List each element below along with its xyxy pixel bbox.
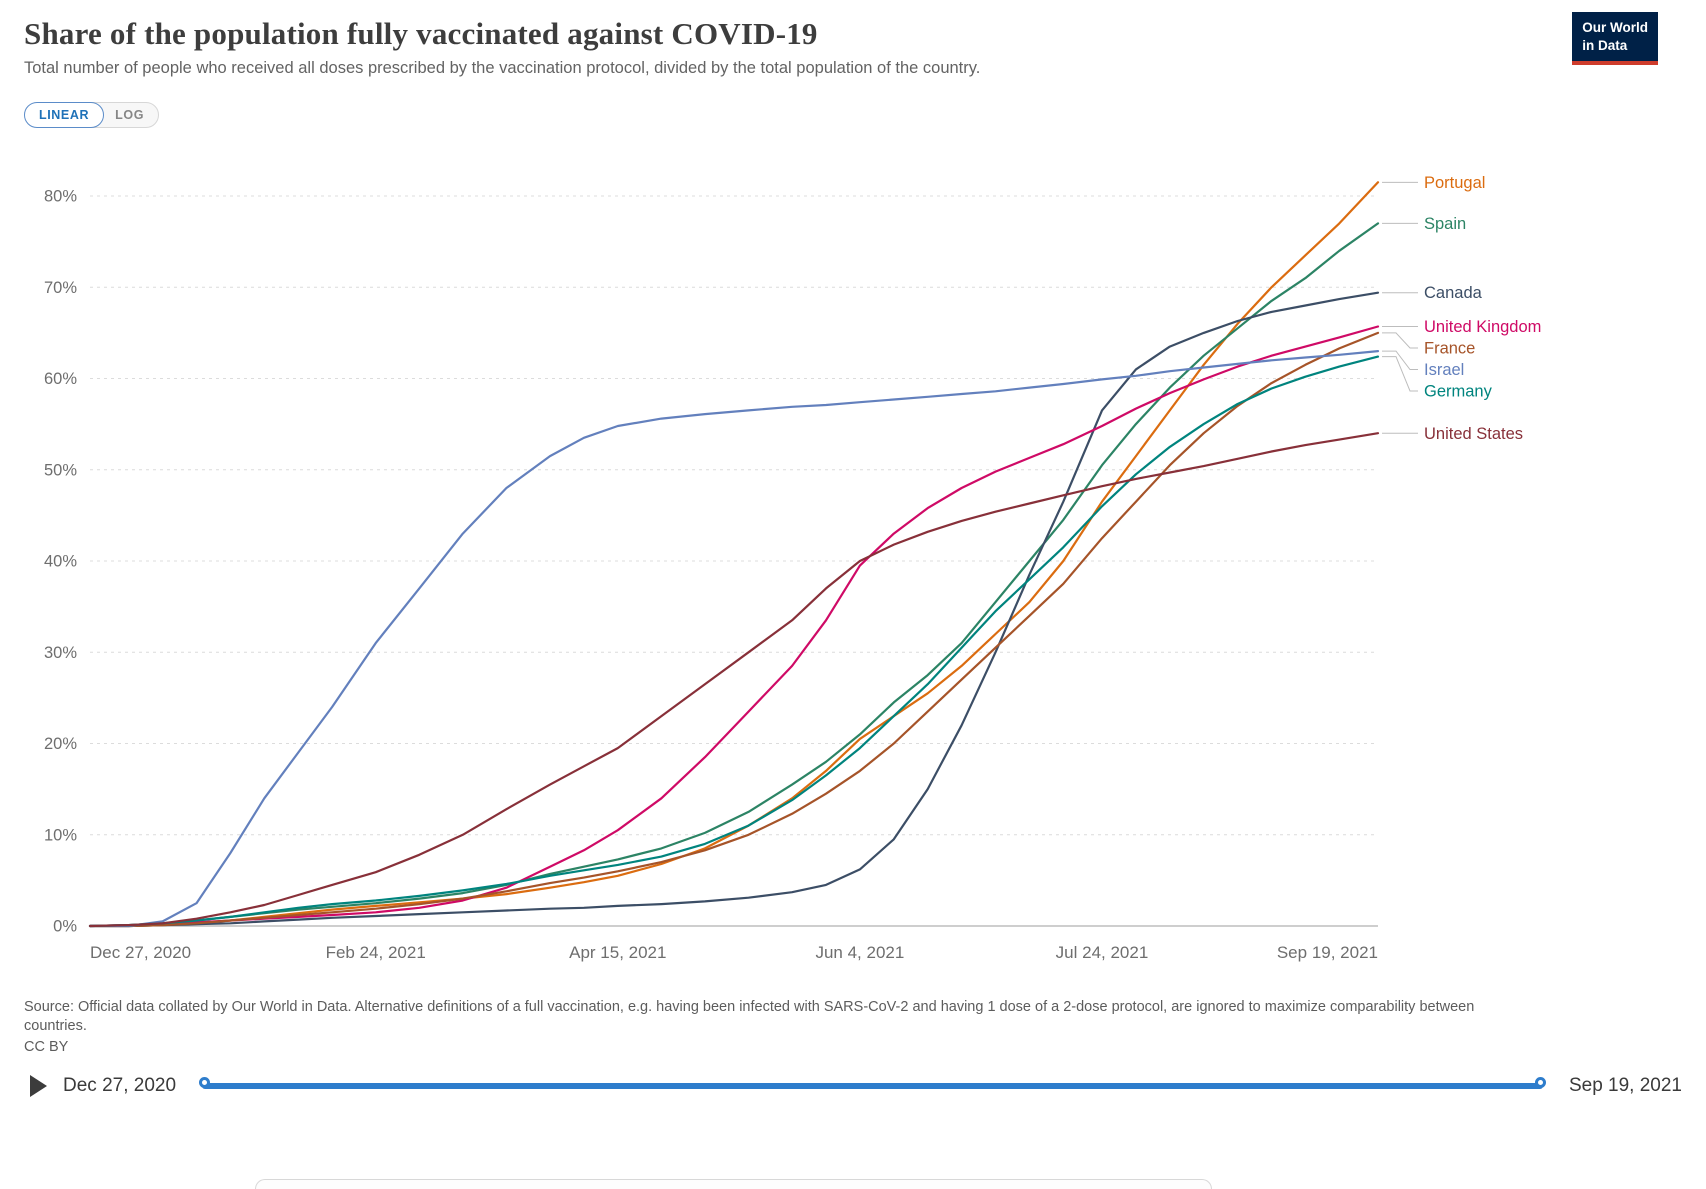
series-label-united-kingdom[interactable]: United Kingdom xyxy=(1424,318,1541,336)
y-axis-label: 70% xyxy=(44,279,77,297)
license-note: CC BY xyxy=(24,1039,69,1056)
label-connector xyxy=(1382,356,1418,392)
x-axis-label: Feb 24, 2021 xyxy=(326,943,426,962)
series-line-united-states[interactable] xyxy=(88,432,1380,928)
series-line-israel[interactable] xyxy=(88,350,1380,928)
series-line-spain[interactable] xyxy=(88,222,1380,928)
y-axis-label: 60% xyxy=(44,370,77,388)
play-button[interactable] xyxy=(30,1075,47,1098)
y-axis-label: 50% xyxy=(44,461,77,479)
linear-tab[interactable]: LINEAR xyxy=(24,102,105,128)
owid-logo[interactable]: Our World in Data xyxy=(1572,12,1658,66)
timeline-track[interactable] xyxy=(202,1083,1543,1090)
timeline-start-date: Dec 27, 2020 xyxy=(63,1075,177,1097)
series-label-united-states[interactable]: United States xyxy=(1424,425,1523,443)
x-axis-label: Jul 24, 2021 xyxy=(1056,943,1149,962)
y-axis-label: 0% xyxy=(53,918,77,936)
y-axis-label: 40% xyxy=(44,553,77,571)
bottom-panel-edge xyxy=(255,1179,1212,1189)
y-axis-label: 80% xyxy=(44,188,77,206)
owid-logo-line1: Our World xyxy=(1582,20,1648,35)
series-label-spain[interactable]: Spain xyxy=(1424,215,1466,233)
owid-logo-line2: in Data xyxy=(1582,37,1628,53)
series-line-portugal[interactable] xyxy=(88,181,1380,928)
x-axis-label: Sep 19, 2021 xyxy=(1277,943,1378,962)
series-line-germany[interactable] xyxy=(88,355,1380,928)
source-note: Source: Official data collated by Our Wo… xyxy=(24,999,1475,1035)
chart-subtitle: Total number of people who received all … xyxy=(24,59,981,77)
page-title: Share of the population fully vaccinated… xyxy=(24,16,818,51)
series-label-france[interactable]: France xyxy=(1424,339,1475,357)
y-axis-label: 30% xyxy=(44,644,77,662)
label-connector xyxy=(1382,350,1418,370)
series-line-france[interactable] xyxy=(88,331,1380,928)
y-axis-label: 20% xyxy=(44,735,77,753)
chart-canvas[interactable]: 0% 10% 20% 30% 40% 50% 60% 70% 80% Dec 27, 2020 Fe… xyxy=(20,134,1580,992)
chart-header: Share of the population fully vaccinated… xyxy=(24,12,1682,78)
series-label-portugal[interactable]: Portugal xyxy=(1424,174,1485,192)
timeline-end-date: Sep 19, 2021 xyxy=(1568,1075,1682,1097)
timeline-handle-start[interactable] xyxy=(199,1077,211,1089)
y-axis-label: 10% xyxy=(44,826,77,844)
series-line-united-kingdom[interactable] xyxy=(88,325,1380,928)
series-label-germany[interactable]: Germany xyxy=(1424,382,1493,400)
timeline-slider[interactable] xyxy=(199,1077,1546,1095)
vaccination-line-chart[interactable]: 0% 10% 20% 30% 40% 50% 60% 70% 80% Dec 27, 2020 Fe… xyxy=(20,134,1706,992)
x-axis-label: Jun 4, 2021 xyxy=(815,943,904,962)
x-axis-label: Dec 27, 2020 xyxy=(90,943,191,962)
series-label-canada[interactable]: Canada xyxy=(1424,284,1483,302)
timeline-bar: Dec 27, 2020 Sep 19, 2021 xyxy=(30,1075,1682,1098)
series-line-canada[interactable] xyxy=(88,291,1380,928)
label-connector xyxy=(1382,332,1418,349)
scale-toggle: LINEAR LOG xyxy=(24,102,160,128)
play-icon xyxy=(30,1075,47,1098)
series-label-israel[interactable]: Israel xyxy=(1424,361,1464,379)
x-axis-label: Apr 15, 2021 xyxy=(569,943,666,962)
timeline-handle-end[interactable] xyxy=(1534,1077,1546,1089)
